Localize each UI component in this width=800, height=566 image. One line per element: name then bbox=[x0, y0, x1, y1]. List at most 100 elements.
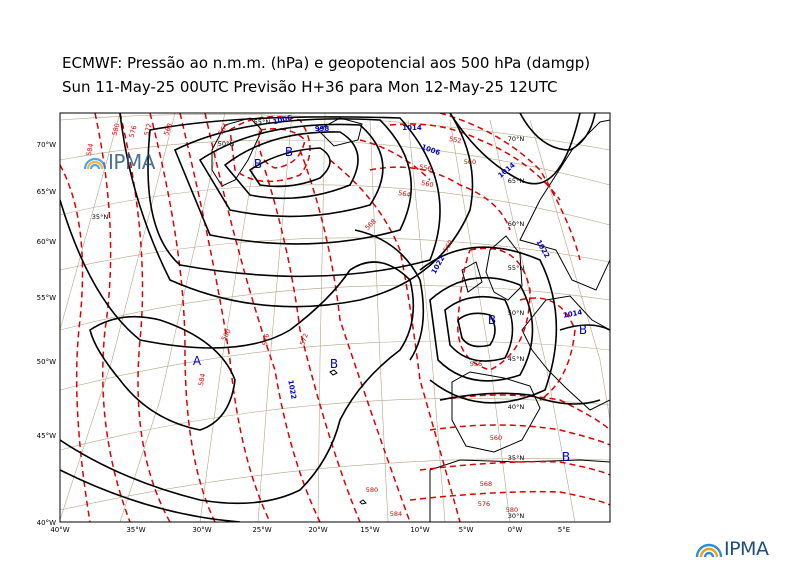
meridian bbox=[60, 113, 176, 521]
ipma-logo: IPMA bbox=[694, 538, 769, 560]
meridian bbox=[489, 119, 576, 522]
grid-label: 35°N bbox=[508, 454, 525, 462]
iberia-coast bbox=[451, 371, 541, 453]
grid-labels: 55°N 50°N 35°N 70°N 65°N 60°N 55°N 50°N 45°N 40°N… bbox=[92, 118, 525, 520]
grid-label: 60°N bbox=[508, 220, 525, 228]
isobar bbox=[457, 312, 496, 348]
grid-label: 45°N bbox=[508, 355, 525, 363]
parallel bbox=[60, 237, 610, 271]
geopotential-label: 580 bbox=[506, 506, 518, 514]
x-tick-label: 30°W bbox=[192, 526, 211, 534]
greenland-coast bbox=[211, 117, 263, 187]
x-tick-label: 20°W bbox=[308, 526, 327, 534]
geopotential-label: 576 bbox=[128, 124, 139, 138]
forecast-subtitle: Sun 11-May-25 00UTC Previsão H+36 para M… bbox=[62, 78, 558, 96]
geopotential-label: 556 bbox=[419, 163, 433, 173]
isobar bbox=[223, 131, 359, 200]
low-pressure-center: B bbox=[488, 313, 496, 327]
geopotential-label: 560 bbox=[421, 179, 435, 189]
isobar bbox=[173, 118, 412, 245]
grid-label: 35°N bbox=[92, 213, 109, 221]
x-tick-label: 5°E bbox=[558, 526, 570, 534]
isobar bbox=[519, 113, 596, 151]
geopotential-label: 584 bbox=[197, 373, 207, 387]
geopotential-line bbox=[299, 149, 411, 522]
isobar bbox=[444, 295, 514, 362]
geopotential-line bbox=[60, 164, 91, 522]
geopotential-line bbox=[94, 113, 131, 522]
low-pressure-center: B bbox=[562, 450, 570, 464]
y-tick-label: 70°W bbox=[37, 141, 56, 149]
geopotential-label: 552 bbox=[449, 135, 463, 145]
geopotential-label: 576 bbox=[261, 333, 271, 347]
british-isles-coast bbox=[485, 235, 523, 301]
geopotential-label: 568 bbox=[480, 480, 492, 488]
x-tick-label: 15°W bbox=[360, 526, 379, 534]
meridian bbox=[119, 113, 226, 522]
isobar-label: 998 bbox=[315, 125, 330, 133]
grid-label: 50°N bbox=[508, 309, 525, 317]
europe-coast bbox=[521, 295, 610, 411]
isobar bbox=[198, 123, 384, 218]
coastlines bbox=[211, 117, 610, 522]
isobar bbox=[60, 469, 241, 522]
isobar bbox=[248, 147, 331, 188]
geopotential-line bbox=[359, 139, 431, 181]
low-pressure-center: B bbox=[330, 357, 338, 371]
geopotential-label: 584 bbox=[390, 510, 402, 518]
geopotential-line bbox=[179, 113, 271, 522]
geopotential-label: 564 bbox=[398, 189, 412, 199]
x-tick-label: 25°W bbox=[252, 526, 271, 534]
chart-title: ECMWF: Pressão ao n.m.m. (hPa) e geopote… bbox=[62, 54, 591, 72]
isobar bbox=[429, 276, 534, 382]
geopotential-label: 580 bbox=[111, 122, 122, 136]
x-tick-labels: 40°W 35°W 30°W 25°W 20°W 15°W 10°W 5°W 0°W 5°E bbox=[50, 526, 570, 534]
geopotential-line bbox=[204, 113, 321, 522]
map-frame bbox=[59, 112, 611, 523]
geopotential-label: 556 bbox=[470, 360, 482, 368]
isobars bbox=[60, 113, 610, 522]
geopotential-line bbox=[369, 166, 511, 231]
geopotential-line bbox=[457, 247, 531, 371]
isobar bbox=[449, 113, 581, 185]
x-tick-label: 0°W bbox=[508, 526, 523, 534]
geopotential-label: 576 bbox=[478, 500, 490, 508]
y-tick-label: 65°W bbox=[37, 188, 56, 196]
parallel bbox=[60, 285, 610, 331]
isobar bbox=[60, 199, 415, 505]
meridian bbox=[257, 113, 293, 522]
africa-coast bbox=[429, 459, 610, 522]
scandinavia-coast bbox=[519, 119, 610, 291]
geopotential-label: 572 bbox=[298, 332, 310, 346]
geopotential-line bbox=[439, 394, 610, 431]
grid-label: 55°N bbox=[508, 264, 525, 272]
geopotential-line bbox=[258, 128, 306, 169]
iceland-coast bbox=[317, 117, 363, 147]
geopotential-line bbox=[429, 424, 610, 446]
meridian bbox=[529, 119, 610, 421]
geopotential-label: 568 bbox=[162, 122, 174, 136]
grid-label: 50°N bbox=[218, 140, 235, 148]
grid-label: 30°N bbox=[508, 512, 525, 520]
x-tick-label: 40°W bbox=[50, 526, 69, 534]
parallel bbox=[60, 398, 610, 451]
isobar bbox=[119, 113, 474, 308]
isobar bbox=[419, 246, 558, 404]
ipma-swirl-icon bbox=[83, 157, 107, 170]
meridian bbox=[60, 113, 121, 331]
ipma-logo-inset: IPMA bbox=[82, 150, 155, 174]
parallel bbox=[60, 340, 610, 391]
isobar bbox=[559, 324, 610, 331]
isobar bbox=[147, 116, 441, 278]
isobar-label: 1022 bbox=[286, 379, 297, 400]
isobar bbox=[439, 392, 601, 405]
geopotential-line bbox=[439, 113, 581, 261]
parallel bbox=[60, 139, 610, 186]
geopotential-line bbox=[409, 490, 610, 506]
geopotential-label: 572 bbox=[143, 122, 154, 136]
x-tick-label: 10°W bbox=[410, 526, 429, 534]
canaries-island bbox=[359, 499, 367, 505]
y-tick-labels: 70°W 65°W 60°W 55°W 50°W 45°W 40°W bbox=[37, 141, 56, 527]
grid-label: 65°N bbox=[508, 177, 525, 185]
